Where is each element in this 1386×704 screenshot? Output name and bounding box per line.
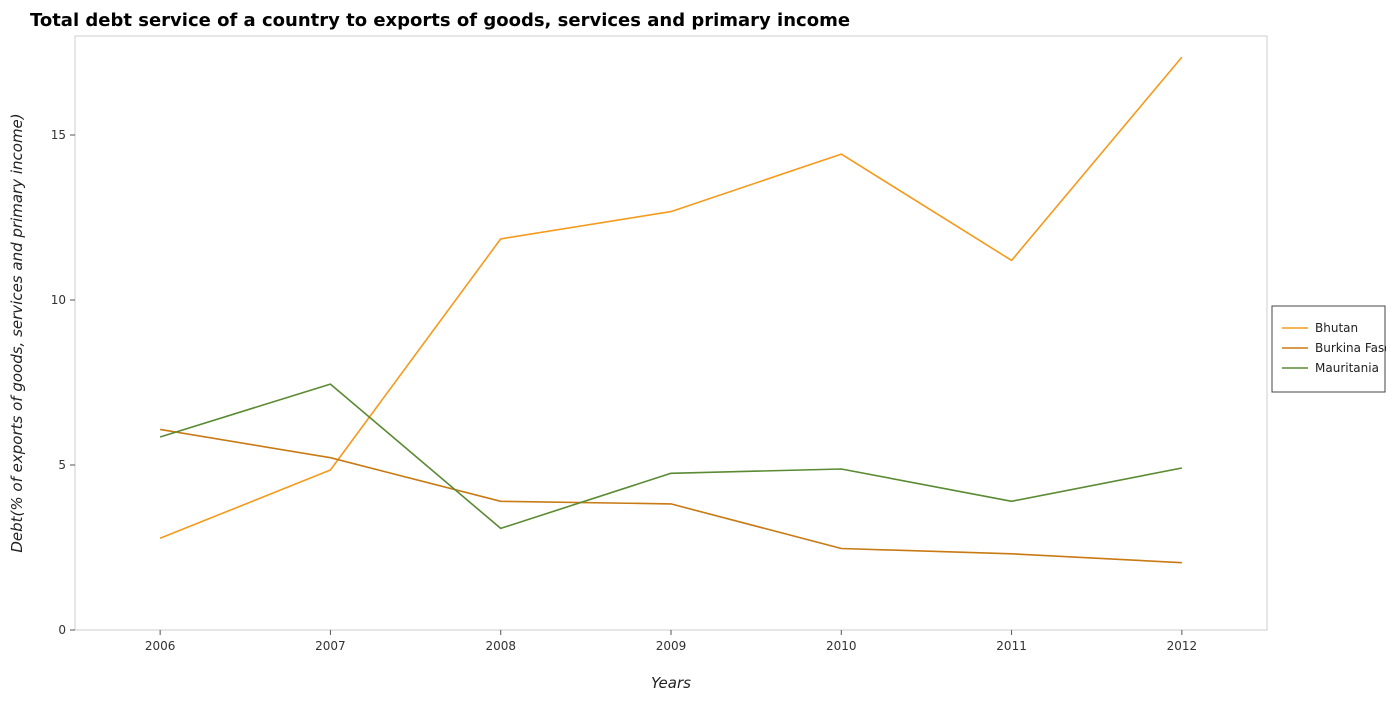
legend-label: Burkina Faso xyxy=(1315,341,1386,355)
x-axis-label: Years xyxy=(651,674,691,692)
legend-label: Bhutan xyxy=(1315,321,1358,335)
legend-box xyxy=(1271,305,1386,393)
series-lines xyxy=(159,56,1183,564)
x-tick-label: 2007 xyxy=(315,639,346,653)
y-axis-label: Debt(% of exports of goods, services and… xyxy=(8,113,26,552)
y-tick-label: 0 xyxy=(58,623,66,637)
y-tick-label: 15 xyxy=(51,128,66,142)
plot-area xyxy=(74,35,1268,631)
y-tick-label: 5 xyxy=(58,458,66,472)
x-tick-label: 2006 xyxy=(145,639,176,653)
y-axis: 0 5 10 15 xyxy=(51,128,75,637)
x-tick-label: 2012 xyxy=(1167,639,1198,653)
x-tick-label: 2010 xyxy=(826,639,857,653)
x-tick-label: 2008 xyxy=(485,639,516,653)
series-line-mauritania xyxy=(159,383,1183,530)
x-axis: 2006 2007 2008 2009 2010 2011 2012 xyxy=(145,630,1197,653)
chart-title: Total debt service of a country to expor… xyxy=(30,10,850,31)
x-tick-label: 2009 xyxy=(656,639,687,653)
legend: Bhutan Burkina Faso Mauritania xyxy=(1271,305,1386,393)
x-tick-label: 2011 xyxy=(996,639,1027,653)
legend-label: Mauritania xyxy=(1315,361,1379,375)
series-line-burkina-faso xyxy=(159,428,1182,564)
series-line-bhutan xyxy=(159,56,1183,540)
y-tick-label: 10 xyxy=(51,293,66,307)
